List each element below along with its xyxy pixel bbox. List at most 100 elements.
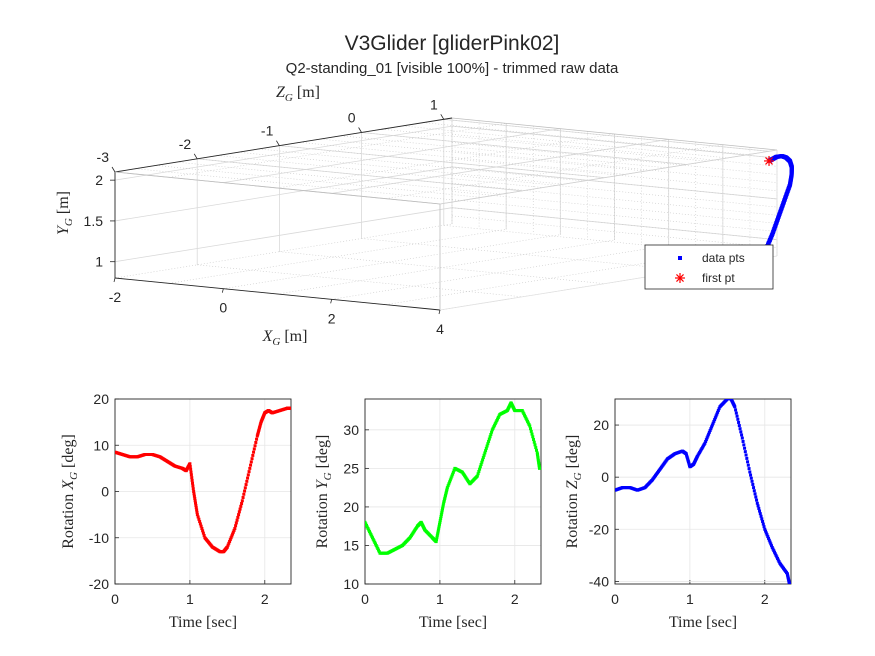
data-point	[189, 470, 193, 474]
data-point	[449, 476, 453, 480]
data-point	[775, 555, 779, 559]
data-point	[438, 518, 442, 522]
data-point	[776, 556, 780, 560]
data-point	[774, 553, 778, 557]
data-point	[485, 444, 489, 448]
trajectory-3d-axes	[114, 117, 778, 311]
data-point	[441, 503, 445, 507]
data-point	[442, 500, 446, 504]
data-point	[437, 526, 441, 530]
data-point	[526, 419, 530, 423]
grid-minor-z	[299, 142, 625, 175]
y-axis-label: YG [m]	[55, 191, 75, 235]
legend-label-data-pts: data pts	[702, 251, 745, 265]
legend-marker-first-pt	[675, 273, 685, 283]
data-point	[753, 492, 757, 496]
data-point	[369, 533, 373, 537]
data-point	[246, 473, 250, 477]
data-point	[444, 490, 448, 494]
data-point	[496, 417, 500, 421]
rotation-z-x-axis-label: Time [sec]	[669, 614, 737, 631]
data-point	[747, 467, 751, 471]
grid-minor-z	[423, 122, 749, 155]
data-point	[228, 539, 232, 543]
data-point	[188, 465, 192, 469]
rotation-z-series	[615, 399, 791, 584]
data-point	[760, 517, 764, 521]
data-point	[704, 438, 708, 442]
data-point	[445, 487, 449, 491]
grid-line-x-top	[331, 138, 669, 194]
data-point	[442, 501, 446, 505]
data-point	[743, 446, 747, 450]
rotation-z-y-axis-label: Rotation ZG [deg]	[564, 435, 584, 549]
data-point	[192, 494, 196, 498]
data-point	[746, 460, 750, 464]
data-point	[243, 486, 247, 490]
data-point	[288, 406, 291, 410]
data-point	[491, 426, 495, 430]
grid-minor-y	[451, 215, 778, 249]
grid-minor-z	[135, 168, 461, 202]
data-point	[497, 414, 501, 418]
data-point	[776, 558, 780, 562]
z-axis-label: ZG [m]	[276, 84, 320, 104]
data-point	[740, 436, 744, 440]
y-tick-label: 2	[95, 172, 103, 188]
data-point	[717, 407, 721, 411]
data-point	[239, 504, 243, 508]
data-point	[537, 462, 541, 466]
data-point	[772, 549, 776, 553]
rotation-y-y-tick-label: 20	[343, 499, 359, 515]
grid-minor-z	[341, 135, 667, 169]
data-point	[193, 496, 197, 500]
rotation-y-series	[365, 401, 541, 555]
grid-minor-z	[156, 165, 482, 198]
trajectory-3d-plot: -2 0 2 4 1 1.5 2 -3 -2 -1 0 1 XG [m] ZG [m] YG [m] dat…	[55, 84, 794, 348]
data-point	[756, 504, 760, 508]
data-point	[736, 417, 740, 421]
data-point	[737, 424, 741, 428]
data-point	[523, 413, 527, 417]
rotation-y-x-tick-label: 1	[436, 591, 444, 607]
data-point	[734, 411, 738, 415]
data-point	[733, 405, 737, 409]
data-point	[712, 419, 716, 423]
data-point	[735, 414, 739, 418]
grid-line-y-side	[114, 166, 453, 222]
data-point	[487, 439, 491, 443]
data-point	[481, 456, 485, 460]
data-point	[370, 534, 374, 538]
data-point	[761, 519, 765, 523]
data-point	[435, 534, 439, 538]
rotation-y-x-tick-label: 0	[361, 591, 369, 607]
box-edge	[451, 117, 778, 151]
data-point	[438, 522, 442, 526]
z-tick-label: -3	[97, 149, 110, 165]
data-point	[713, 416, 717, 420]
data-point	[759, 514, 763, 518]
data-point	[244, 483, 248, 487]
data-point	[770, 546, 774, 550]
data-point	[450, 474, 454, 478]
rotation-z-y-tick-label: 20	[593, 417, 609, 433]
x-tick-label: -2	[109, 289, 122, 305]
data-point	[527, 422, 531, 426]
rotation-y-axes-box	[364, 398, 542, 585]
data-point	[190, 478, 194, 482]
data-point	[520, 409, 524, 413]
data-point	[708, 429, 712, 433]
data-point	[763, 527, 767, 531]
z-axis-line	[114, 117, 453, 173]
data-point	[495, 419, 499, 423]
grid-line-x-floor	[277, 239, 615, 295]
x-axis-label: XG [m]	[262, 328, 308, 348]
rotation-x-x-tick-label: 2	[261, 591, 269, 607]
rotation-z-x-tick-label: 1	[686, 591, 694, 607]
data-point	[755, 501, 759, 505]
data-point	[441, 505, 445, 509]
data-point	[365, 523, 368, 527]
data-point	[372, 539, 376, 543]
data-point	[714, 414, 718, 418]
data-point	[439, 515, 443, 519]
